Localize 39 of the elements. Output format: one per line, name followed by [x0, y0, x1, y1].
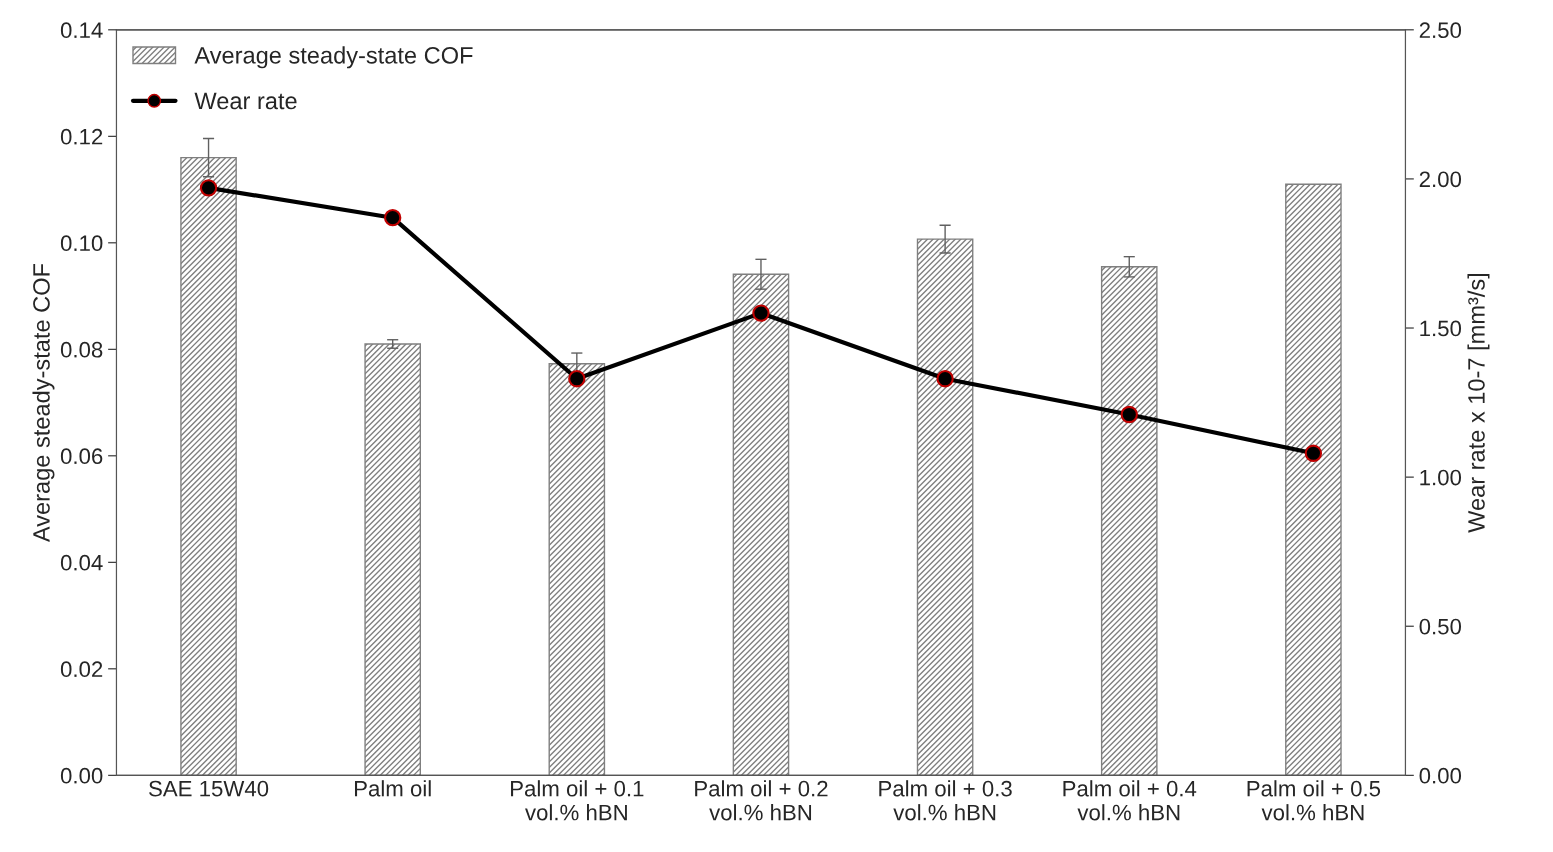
point: [752, 304, 770, 322]
bar: [364, 343, 422, 776]
point: [1304, 444, 1323, 462]
y-tick-label: 0.12: [60, 128, 103, 145]
y2-tick-label: 1.50: [1420, 320, 1462, 337]
point: [199, 179, 218, 197]
y-tick-label: 0.08: [60, 341, 103, 358]
bar: [548, 363, 606, 776]
point: [936, 370, 954, 388]
x-tick-label: SAE 15W40: [149, 780, 269, 797]
y2-tick-label: 2.00: [1419, 171, 1462, 188]
x-tick-label: Palm oil + 0.4 vol.% hBN: [1063, 780, 1197, 821]
y2-axis-title: Wear rate x 10-7 [mm³/s]: [1467, 273, 1490, 533]
point: [384, 209, 402, 227]
y-tick-label: 0.00: [60, 767, 103, 784]
bar: [180, 156, 237, 776]
y2-tick-label: 1.00: [1420, 469, 1462, 486]
y-tick-label: 0.02: [60, 661, 103, 678]
y-tick-label: 0.10: [60, 235, 103, 252]
x-tick-label: Palm oil + 0.3 vol.% hBN: [879, 780, 1012, 821]
x-tick-label: Palm oil + 0.1 vol.% hBN: [511, 780, 644, 821]
bar: [1285, 183, 1342, 776]
legend-label: Average steady-state COF: [194, 46, 473, 69]
bar: [916, 238, 974, 776]
x-tick-label: Palm oil: [354, 780, 431, 797]
bar: [1100, 266, 1158, 776]
x-tick-label: Palm oil + 0.2 vol.% hBN: [695, 780, 828, 821]
y2-tick-label: 0.50: [1419, 618, 1462, 635]
point: [1120, 405, 1138, 424]
point: [568, 370, 586, 388]
y2-tick-label: 2.50: [1419, 22, 1462, 39]
bar: [732, 273, 790, 776]
y-tick-label: 0.04: [60, 554, 103, 571]
y-tick-label: 0.06: [60, 448, 103, 465]
y-tick-label: 0.14: [60, 22, 103, 39]
legend-label: Wear rate: [194, 92, 297, 110]
y2-tick-label: 0.00: [1419, 767, 1462, 784]
x-tick-label: Palm oil + 0.5 vol.% hBN: [1247, 780, 1381, 821]
y-axis-title: Average steady-state COF: [32, 263, 55, 543]
